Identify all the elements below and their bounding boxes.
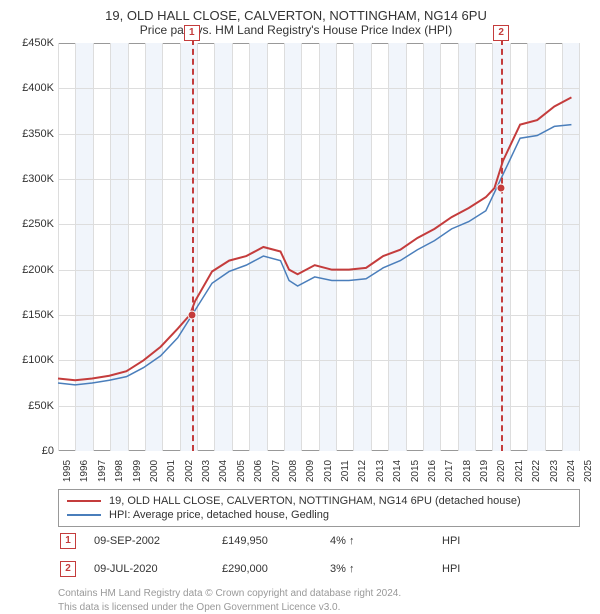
chart-plot-area: 12 £0£50K£100K£150K£200K£250K£300K£350K£… bbox=[58, 43, 580, 451]
legend-label: 19, OLD HALL CLOSE, CALVERTON, NOTTINGHA… bbox=[109, 495, 521, 507]
transaction-price: £149,950 bbox=[222, 535, 312, 547]
x-axis-label: 1998 bbox=[110, 460, 125, 482]
y-axis-label: £50K bbox=[28, 400, 58, 412]
legend-swatch bbox=[67, 500, 101, 502]
y-axis-label: £250K bbox=[22, 218, 58, 230]
x-axis-label: 2011 bbox=[336, 460, 351, 482]
x-axis-label: 1999 bbox=[128, 460, 143, 482]
y-axis-label: £0 bbox=[42, 445, 58, 457]
x-axis-label: 2014 bbox=[388, 460, 403, 482]
x-axis-label: 2007 bbox=[267, 460, 282, 482]
transaction-change: 3% ↑ HPI bbox=[330, 563, 460, 575]
footer-line-1: Contains HM Land Registry data © Crown c… bbox=[58, 587, 580, 601]
footer-line-2: This data is licensed under the Open Gov… bbox=[58, 601, 580, 614]
x-axis-label: 2009 bbox=[301, 460, 316, 482]
x-axis-label: 2017 bbox=[440, 460, 455, 482]
legend-row: 19, OLD HALL CLOSE, CALVERTON, NOTTINGHA… bbox=[67, 494, 571, 508]
x-axis-label: 2016 bbox=[423, 460, 438, 482]
transaction-date: 09-SEP-2002 bbox=[94, 535, 204, 547]
x-axis-label: 2010 bbox=[319, 460, 334, 482]
x-axis-label: 2022 bbox=[527, 460, 542, 482]
transactions-list: 1 09-SEP-2002 £149,950 4% ↑ HPI 2 09-JUL-2020… bbox=[58, 527, 580, 583]
x-axis-label: 2002 bbox=[180, 460, 195, 482]
x-axis-label: 2000 bbox=[145, 460, 160, 482]
series-line-property bbox=[58, 97, 571, 380]
marker-line bbox=[501, 39, 503, 451]
legend-row: HPI: Average price, detached house, Gedl… bbox=[67, 508, 571, 522]
y-axis-label: £100K bbox=[22, 354, 58, 366]
x-axis-label: 2018 bbox=[458, 460, 473, 482]
x-axis-label: 2023 bbox=[545, 460, 560, 482]
y-axis-label: £450K bbox=[22, 37, 58, 49]
x-axis-label: 2004 bbox=[214, 460, 229, 482]
transaction-marker-id: 2 bbox=[60, 561, 76, 577]
transaction-change: 4% ↑ HPI bbox=[330, 535, 460, 547]
y-axis-label: £300K bbox=[22, 173, 58, 185]
y-axis-label: £400K bbox=[22, 82, 58, 94]
x-axis-label: 2013 bbox=[371, 460, 386, 482]
x-axis-label: 2006 bbox=[249, 460, 264, 482]
x-axis-label: 2025 bbox=[579, 460, 594, 482]
y-axis-label: £150K bbox=[22, 309, 58, 321]
y-axis-label: £200K bbox=[22, 264, 58, 276]
marker-dot bbox=[187, 311, 196, 320]
x-axis-label: 2015 bbox=[406, 460, 421, 482]
x-axis-label: 2020 bbox=[492, 460, 507, 482]
chart-title-address: 19, OLD HALL CLOSE, CALVERTON, NOTTINGHA… bbox=[8, 8, 584, 23]
legend-swatch bbox=[67, 514, 101, 516]
marker-dot bbox=[497, 184, 506, 193]
x-axis-label: 2005 bbox=[232, 460, 247, 482]
y-axis-label: £350K bbox=[22, 128, 58, 140]
x-axis-label: 2008 bbox=[284, 460, 299, 482]
marker-box: 2 bbox=[493, 25, 509, 41]
x-axis-label: 2019 bbox=[475, 460, 490, 482]
transaction-marker-id: 1 bbox=[60, 533, 76, 549]
series-line-hpi bbox=[58, 125, 571, 385]
transaction-date: 09-JUL-2020 bbox=[94, 563, 204, 575]
legend-box: 19, OLD HALL CLOSE, CALVERTON, NOTTINGHA… bbox=[58, 489, 580, 527]
x-axis-label: 2003 bbox=[197, 460, 212, 482]
below-chart: 19, OLD HALL CLOSE, CALVERTON, NOTTINGHA… bbox=[58, 489, 580, 614]
marker-box: 1 bbox=[184, 25, 200, 41]
x-axis-label: 1996 bbox=[75, 460, 90, 482]
x-axis-label: 1997 bbox=[93, 460, 108, 482]
container: 19, OLD HALL CLOSE, CALVERTON, NOTTINGHA… bbox=[0, 0, 600, 560]
legend-label: HPI: Average price, detached house, Gedl… bbox=[109, 509, 329, 521]
x-axis-label: 1995 bbox=[58, 460, 73, 482]
x-axis-label: 2012 bbox=[353, 460, 368, 482]
transaction-price: £290,000 bbox=[222, 563, 312, 575]
x-axis-label: 2021 bbox=[510, 460, 525, 482]
transaction-row: 1 09-SEP-2002 £149,950 4% ↑ HPI bbox=[58, 527, 580, 555]
transaction-row: 2 09-JUL-2020 £290,000 3% ↑ HPI bbox=[58, 555, 580, 583]
footer-attribution: Contains HM Land Registry data © Crown c… bbox=[58, 587, 580, 614]
x-axis-label: 2024 bbox=[562, 460, 577, 482]
x-axis-label: 2001 bbox=[162, 460, 177, 482]
marker-line bbox=[192, 39, 194, 451]
